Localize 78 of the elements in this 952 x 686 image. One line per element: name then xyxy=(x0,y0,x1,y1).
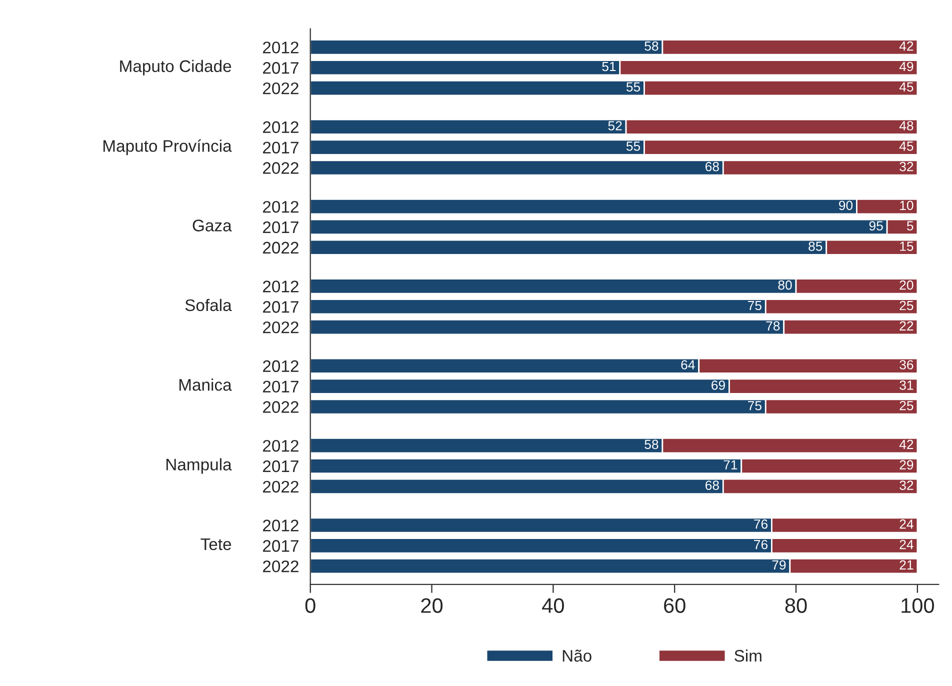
y-tick-label: 2017 xyxy=(263,460,298,472)
y-tick-label: 2012 xyxy=(263,200,298,213)
y-tick-label: 2012 xyxy=(263,360,298,372)
x-tick-label: 20 xyxy=(421,598,443,613)
data-label: 36 xyxy=(900,360,914,370)
x-tick-label: 60 xyxy=(664,598,686,613)
data-label: 48 xyxy=(899,121,914,130)
data-label: 32 xyxy=(900,162,914,172)
data-label: 24 xyxy=(900,540,914,550)
data-label: 25 xyxy=(900,300,914,310)
data-label: 85 xyxy=(808,242,822,251)
y-tick-label: 2017 xyxy=(263,540,298,552)
y-tick-label: 2012 xyxy=(263,520,298,532)
data-label: 49 xyxy=(899,62,914,72)
y-tick-label: 2022 xyxy=(263,560,298,572)
x-tick-label: 0 xyxy=(305,598,316,613)
y-tick-label: 2017 xyxy=(263,301,298,313)
data-label: 76 xyxy=(754,519,768,529)
y-tick-label: 2022 xyxy=(263,480,298,493)
data-label: 52 xyxy=(608,121,622,130)
data-label: 45 xyxy=(899,82,914,92)
y-tick-label: 2017 xyxy=(263,221,298,234)
text: Nampula xyxy=(166,458,232,474)
data-label: 42 xyxy=(899,440,914,449)
data-label: 42 xyxy=(899,41,914,51)
data-label: 80 xyxy=(778,280,792,290)
text: Manica xyxy=(179,378,232,391)
data-label: 64 xyxy=(681,360,695,370)
text: Gaza xyxy=(192,220,232,232)
y-tick-label: 2017 xyxy=(263,142,298,154)
data-label: 78 xyxy=(766,321,780,331)
data-label: 20 xyxy=(900,280,914,290)
data-label: 79 xyxy=(772,560,786,570)
y-tick-label: 2017 xyxy=(263,380,298,393)
data-label: 31 xyxy=(900,380,914,390)
y-tick-label: 2022 xyxy=(263,401,298,413)
data-label: 45 xyxy=(899,142,914,151)
data-label: 22 xyxy=(900,321,914,330)
data-label: 68 xyxy=(706,162,719,172)
text: Maputo Cidade xyxy=(120,60,232,76)
data-label: 5 xyxy=(906,221,914,231)
text: Sofala xyxy=(185,298,232,312)
x-tick-label: 100 xyxy=(902,598,934,613)
data-label: 29 xyxy=(900,460,914,470)
data-label: 69 xyxy=(712,380,725,390)
y-tick-label: 2022 xyxy=(263,162,298,174)
data-label: 68 xyxy=(706,480,719,490)
y-tick-label: 2012 xyxy=(263,42,298,54)
data-label: 15 xyxy=(900,242,914,251)
y-tick-label: 2012 xyxy=(263,280,298,292)
data-label: 95 xyxy=(869,221,883,231)
data-label: 75 xyxy=(748,300,762,310)
y-tick-label: 2022 xyxy=(263,82,298,94)
y-tick-label: 2012 xyxy=(263,121,298,134)
y-tick-label: 2022 xyxy=(263,321,298,334)
data-label: 58 xyxy=(644,41,658,51)
data-label: 21 xyxy=(900,560,914,570)
data-label: 58 xyxy=(644,440,658,450)
data-label: 71 xyxy=(724,460,738,470)
data-label: 51 xyxy=(602,62,616,72)
data-label: 75 xyxy=(748,401,762,410)
data-label: 32 xyxy=(900,480,914,490)
text: Maputo Província xyxy=(103,139,232,156)
data-label: 76 xyxy=(754,540,768,550)
legend-label: Não xyxy=(562,650,592,662)
data-label: 55 xyxy=(626,142,640,151)
x-tick-label: 80 xyxy=(785,598,807,613)
data-label: 55 xyxy=(626,82,640,92)
y-tick-label: 2012 xyxy=(263,440,298,452)
y-tick-label: 2017 xyxy=(263,62,298,74)
x-tick-label: 40 xyxy=(542,598,564,613)
data-label: 24 xyxy=(900,519,914,529)
data-label: 90 xyxy=(839,200,853,210)
text: Tete xyxy=(200,538,232,550)
legend-label: Sim xyxy=(734,649,762,662)
data-label: 25 xyxy=(900,400,914,410)
y-tick-label: 2022 xyxy=(263,242,298,254)
data-label: 10 xyxy=(900,200,914,210)
